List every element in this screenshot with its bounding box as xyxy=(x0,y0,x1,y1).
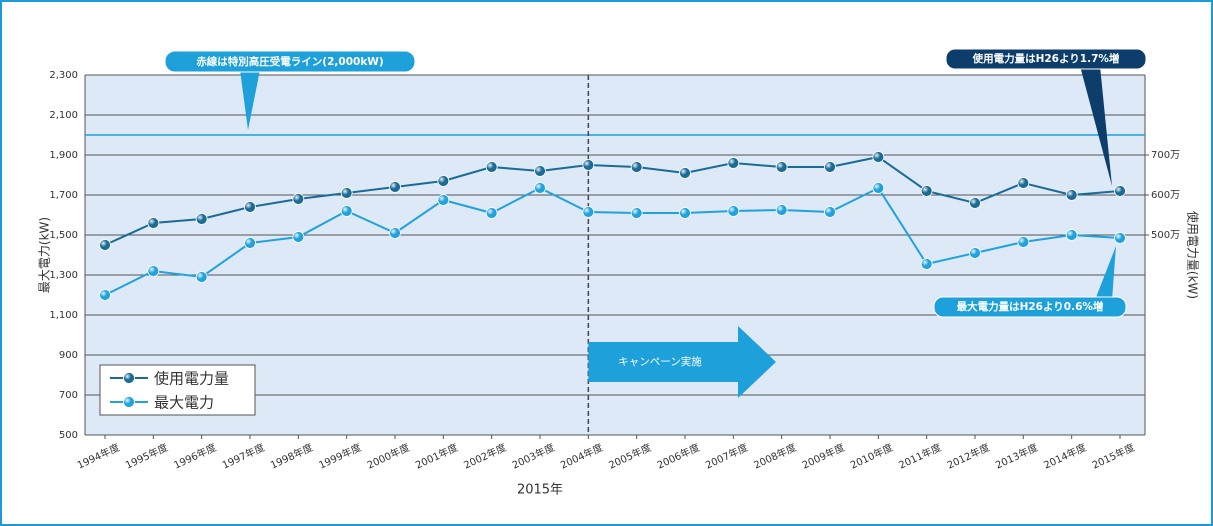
callout xyxy=(164,50,416,73)
point-shine xyxy=(969,247,981,259)
point-shine xyxy=(921,258,933,270)
point-shine xyxy=(196,271,208,283)
point-shine xyxy=(1017,236,1029,248)
campaign-arrow xyxy=(588,326,776,398)
point-shine xyxy=(389,227,401,239)
point-shine xyxy=(244,237,256,249)
legend-label: 最大電力 xyxy=(154,394,214,412)
point-shine xyxy=(872,182,884,194)
callout-text: 使用電力量はH26より1.7%増 xyxy=(972,52,1120,65)
y-tick-label: 500 xyxy=(59,430,78,441)
callout-text: 赤線は特別高圧受電ライン(2,000kW) xyxy=(196,55,383,68)
point-shine xyxy=(1114,185,1126,197)
y-tick-label: 2,300 xyxy=(49,70,78,81)
callout-pointer xyxy=(1080,66,1112,186)
point-shine xyxy=(341,187,353,199)
callout xyxy=(933,296,1127,318)
point-shine xyxy=(776,161,788,173)
callout-text: 最大電力量はH26より0.6%増 xyxy=(957,300,1104,313)
callout-pointer xyxy=(1095,246,1116,300)
point-shine xyxy=(147,217,159,229)
point-shine xyxy=(824,161,836,173)
point-shine xyxy=(292,231,304,243)
point-shine xyxy=(679,207,691,219)
y-axis-title: 最大電力(kW) xyxy=(38,217,52,293)
y-tick-label: 2,100 xyxy=(49,110,78,121)
y2-axis-title: 使用電力量(kW) xyxy=(1186,211,1201,299)
y2-tick-label: 700万 xyxy=(1151,150,1180,161)
point-shine xyxy=(534,165,546,177)
point-shine xyxy=(534,182,546,194)
point-shine xyxy=(969,197,981,209)
point-shine xyxy=(147,265,159,277)
x-axis-title: 2015年 xyxy=(517,483,563,498)
point-shine xyxy=(631,207,643,219)
legend-label: 使用電力量 xyxy=(154,370,229,388)
point-shine xyxy=(437,194,449,206)
point-shine xyxy=(196,213,208,225)
point-shine xyxy=(292,193,304,205)
point-shine xyxy=(437,175,449,187)
callout xyxy=(945,48,1147,70)
point-shine xyxy=(1114,232,1126,244)
point-shine xyxy=(244,201,256,213)
point-shine xyxy=(486,161,498,173)
legend-marker-shine xyxy=(123,396,135,408)
y-tick-label: 700 xyxy=(59,390,78,401)
point-shine xyxy=(679,167,691,179)
point-shine xyxy=(486,207,498,219)
point-shine xyxy=(1017,177,1029,189)
point-shine xyxy=(872,151,884,163)
point-shine xyxy=(631,161,643,173)
campaign-text: キャンペーン実施 xyxy=(618,355,702,368)
y-tick-label: 1,100 xyxy=(49,310,78,321)
point-shine xyxy=(824,206,836,218)
legend-marker-shine xyxy=(123,372,135,384)
point-shine xyxy=(1066,189,1078,201)
point-shine xyxy=(1066,229,1078,241)
point-shine xyxy=(341,205,353,217)
y-tick-label: 1,300 xyxy=(49,270,78,281)
point-shine xyxy=(921,185,933,197)
series-line xyxy=(104,186,1121,296)
point-shine xyxy=(99,289,111,301)
point-shine xyxy=(727,205,739,217)
y2-tick-label: 600万 xyxy=(1151,190,1180,201)
point-shine xyxy=(389,181,401,193)
series-line xyxy=(104,155,1121,246)
y-tick-label: 1,900 xyxy=(49,150,78,161)
point-shine xyxy=(99,239,111,251)
y-tick-label: 1,500 xyxy=(49,230,78,241)
y-tick-label: 900 xyxy=(59,350,78,361)
point-shine xyxy=(582,206,594,218)
point-shine xyxy=(582,159,594,171)
y-tick-label: 1,700 xyxy=(49,190,78,201)
point-shine xyxy=(776,204,788,216)
y2-tick-label: 500万 xyxy=(1151,230,1180,241)
callout-pointer xyxy=(240,70,260,130)
point-shine xyxy=(727,157,739,169)
marks xyxy=(99,151,1126,301)
